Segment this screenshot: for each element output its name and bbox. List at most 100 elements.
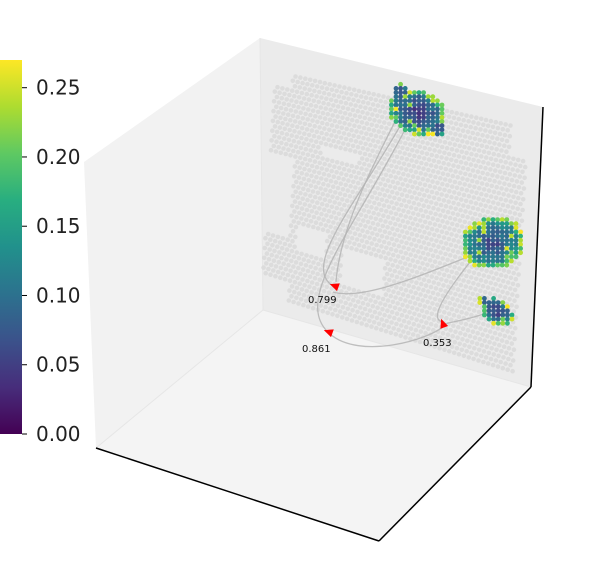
tissue-spot — [382, 156, 387, 162]
cluster-spot — [398, 115, 403, 120]
tissue-spot — [447, 141, 453, 146]
tissue-spot — [500, 327, 506, 333]
tissue-spot — [298, 110, 304, 115]
tissue-spot — [423, 135, 428, 140]
tissue-spot — [467, 183, 472, 188]
tissue-spot — [284, 257, 289, 262]
tissue-spot — [290, 274, 296, 279]
tissue-spot — [468, 162, 474, 167]
tissue-spot — [300, 267, 306, 272]
tissue-spot — [458, 122, 464, 128]
tissue-spot — [468, 285, 473, 291]
tissue-spot — [428, 136, 433, 142]
tissue-spot — [479, 154, 484, 159]
tissue-spot — [261, 255, 267, 261]
tissue-spot — [486, 198, 491, 204]
tissue-spot — [421, 324, 426, 330]
tissue-spot — [300, 151, 306, 156]
tissue-spot — [320, 191, 326, 197]
tissue-spot — [387, 184, 393, 189]
tissue-spot — [487, 177, 493, 183]
tissue-spot — [469, 312, 474, 318]
tissue-spot — [426, 278, 432, 284]
tissue-spot — [430, 301, 435, 306]
tissue-spot — [375, 103, 381, 108]
tissue-spot — [372, 200, 377, 206]
tissue-spot — [341, 294, 346, 300]
tissue-spot — [367, 235, 372, 241]
tissue-spot — [464, 273, 469, 279]
tissue-spot — [366, 209, 372, 214]
cluster-spot — [499, 217, 505, 223]
cluster-spot — [504, 250, 510, 256]
tissue-spot — [418, 218, 423, 223]
cluster-spot — [509, 233, 514, 239]
cluster-spot — [407, 115, 413, 120]
tissue-spot — [400, 265, 405, 271]
tissue-spot — [365, 183, 371, 188]
tissue-spot — [323, 106, 329, 111]
tissue-spot — [364, 239, 370, 245]
tissue-spot — [498, 272, 504, 278]
tissue-spot — [415, 212, 421, 217]
tissue-spot — [419, 150, 425, 155]
tissue-spot — [518, 163, 523, 169]
tissue-spot — [495, 364, 501, 369]
tissue-spot — [294, 250, 300, 255]
tissue-spot — [511, 194, 516, 200]
tissue-spot — [374, 206, 379, 211]
tissue-spot — [509, 303, 514, 308]
tissue-spot — [413, 206, 419, 212]
tissue-spot — [447, 348, 452, 354]
tissue-spot — [431, 317, 437, 323]
tissue-spot — [315, 119, 320, 125]
tissue-spot — [368, 132, 374, 138]
tissue-spot — [437, 223, 443, 229]
tissue-spot — [344, 290, 349, 296]
tissue-spot — [410, 258, 416, 263]
tissue-spot — [279, 95, 285, 101]
tissue-spot — [486, 274, 492, 280]
tissue-spot — [508, 352, 514, 357]
tissue-spot — [447, 188, 452, 194]
tissue-spot — [356, 134, 361, 140]
trajectory-curve — [332, 257, 466, 295]
tissue-spot — [359, 321, 365, 326]
tissue-spot — [336, 211, 342, 217]
tissue-spot — [471, 356, 476, 362]
cluster-spot — [490, 254, 496, 260]
cluster-spot — [393, 98, 399, 104]
tissue-spot — [298, 190, 303, 196]
tissue-spot — [509, 264, 514, 270]
cluster-spot — [463, 246, 468, 251]
tissue-spot — [404, 193, 410, 199]
tissue-spot — [407, 225, 413, 231]
tissue-spot — [338, 299, 344, 304]
tissue-spot — [399, 239, 404, 244]
tissue-spot — [466, 119, 471, 124]
tissue-spot — [313, 149, 318, 154]
tissue-spot — [375, 113, 380, 119]
tissue-spot — [466, 193, 472, 199]
tissue-spot — [444, 145, 450, 151]
tissue-spot — [467, 135, 473, 140]
tissue-spot — [362, 151, 368, 157]
tissue-spot — [446, 114, 452, 120]
tissue-spot — [293, 154, 298, 159]
tissue-spot — [360, 228, 365, 233]
tissue-spot — [312, 204, 317, 210]
tissue-spot — [403, 251, 409, 256]
tissue-spot — [355, 309, 360, 315]
tissue-spot — [282, 241, 288, 247]
tissue-spot — [321, 298, 326, 304]
tissue-spot — [348, 302, 353, 307]
tissue-spot — [376, 165, 382, 171]
tissue-spot — [508, 324, 513, 330]
tissue-spot — [294, 214, 299, 220]
tissue-spot — [361, 218, 366, 223]
cluster-spot — [393, 106, 399, 112]
tissue-spot — [449, 269, 455, 275]
tissue-spot — [420, 139, 426, 145]
tissue-spot — [340, 115, 345, 120]
tissue-spot — [328, 143, 334, 148]
